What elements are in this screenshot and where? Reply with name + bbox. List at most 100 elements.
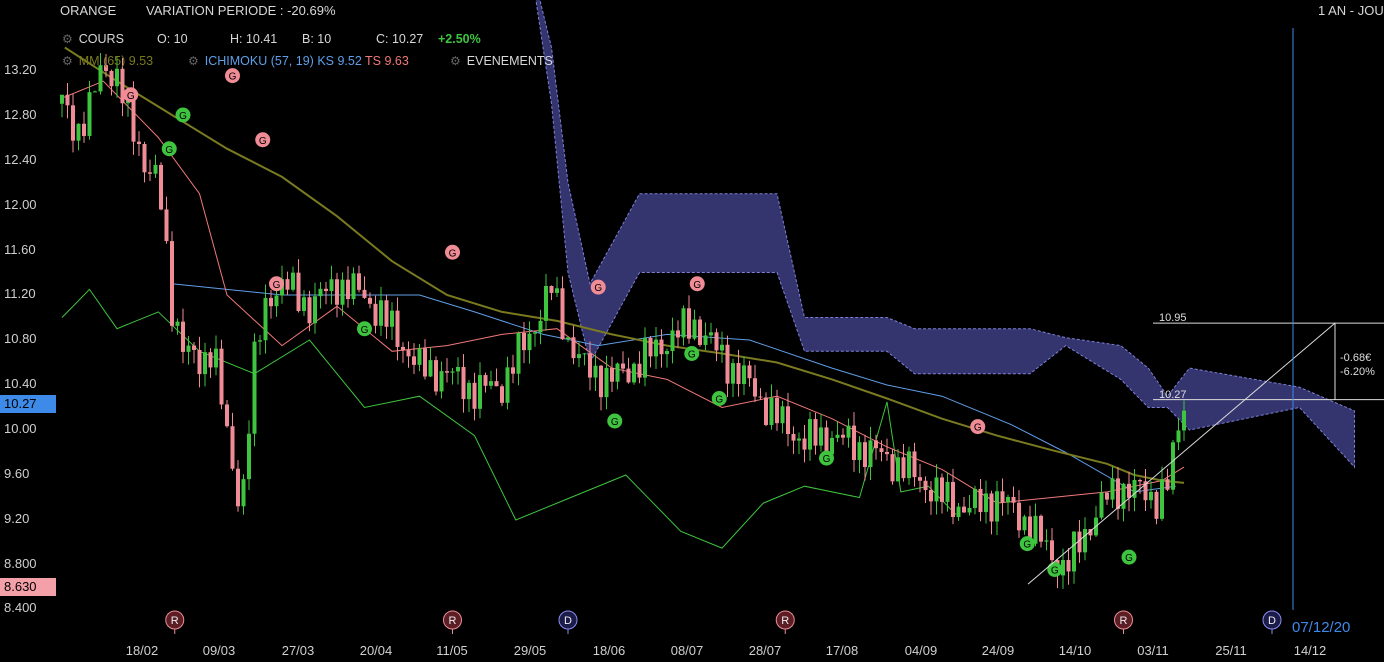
event-marker-label: G [449, 248, 457, 259]
candle-body [1033, 515, 1038, 544]
candle-body [984, 493, 988, 513]
gear-icon[interactable]: ⚙ [188, 54, 199, 68]
candle-body [923, 480, 928, 491]
candle-body [461, 366, 466, 400]
candle-body [522, 332, 526, 351]
candle-body [687, 308, 691, 339]
cursor-date: 07/12/20 [1292, 619, 1351, 636]
candle-body [1011, 496, 1016, 503]
event-marker [607, 413, 623, 429]
y-tick: 12.40 [4, 152, 37, 167]
event-marker-label: G [361, 325, 369, 336]
candle-body [417, 348, 422, 365]
gear-icon[interactable]: ⚙ [62, 54, 73, 68]
bottom-event-label: R [449, 615, 457, 627]
candle-body [285, 279, 290, 290]
candle-body [1006, 496, 1010, 503]
candle-body [351, 273, 356, 300]
candle-body [879, 448, 884, 452]
chikou-line [61, 288, 957, 549]
event-marker [684, 346, 700, 361]
y-tick: 8.400 [4, 600, 37, 615]
candle-body [1039, 515, 1043, 542]
x-tick: 18/02 [125, 643, 159, 658]
candle-body [82, 123, 86, 136]
candle-body [390, 310, 394, 327]
candle-body [742, 365, 746, 385]
event-marker [1047, 562, 1063, 577]
candle-body [258, 340, 262, 342]
measure-annotation [1027, 28, 1384, 610]
candle-body [1061, 559, 1065, 576]
candle-body [698, 319, 702, 345]
candle-body [797, 438, 801, 441]
event-marker-label: G [611, 417, 619, 428]
current-price-tag: 10.27 [0, 395, 56, 413]
trend-line [1027, 322, 1336, 585]
event-marker [225, 68, 240, 84]
candle-body [192, 345, 196, 350]
candle-body [406, 350, 411, 357]
candle-body [907, 451, 911, 479]
candle-body [824, 427, 829, 455]
candle-body [335, 279, 339, 305]
candle-body [1022, 516, 1027, 531]
event-marker-label: G [693, 280, 701, 291]
candle-body [819, 427, 823, 446]
candle-body [896, 457, 900, 482]
candle-body [1066, 559, 1071, 572]
candle-body [637, 363, 642, 378]
x-tick: 14/12 [1293, 643, 1327, 658]
candle-body [395, 310, 400, 347]
event-marker-label: G [1051, 566, 1059, 577]
event-marker [175, 107, 191, 123]
candle-body [291, 272, 295, 290]
event-marker-label: G [715, 395, 723, 406]
candle-body [1099, 492, 1104, 518]
candle-body [368, 297, 372, 304]
gear-icon[interactable]: ⚙ [450, 54, 461, 68]
gear-icon[interactable]: ⚙ [62, 32, 73, 46]
candle-body [1017, 502, 1021, 531]
low-value: B: 10 [302, 32, 332, 46]
legend-cours[interactable]: ⚙ COURS [62, 32, 124, 46]
candle-body [852, 425, 856, 460]
candle-body [813, 419, 818, 446]
candle-body [170, 241, 174, 326]
candle-body [775, 397, 779, 424]
candle-body [76, 123, 81, 141]
candle-body [1149, 491, 1153, 501]
candle-body [1072, 531, 1076, 572]
candle-body [357, 273, 361, 290]
candle-body [324, 288, 328, 291]
candle-body [753, 378, 757, 397]
event-marker [161, 141, 177, 157]
candle-body [918, 477, 922, 481]
candle-body [885, 451, 889, 455]
x-tick: 08/07 [670, 643, 704, 658]
candle-body [318, 288, 323, 297]
legend-ichimoku[interactable]: ⚙ ICHIMOKU (57, 19) KS 9.52 TS 9.63 [188, 54, 409, 68]
candle-body [1182, 410, 1186, 431]
candle-body [978, 488, 983, 513]
candle-body [159, 164, 163, 210]
candle-body [1088, 529, 1093, 536]
candle-body [808, 419, 812, 450]
candle-body [786, 406, 790, 435]
period-selector[interactable]: 1 AN - JOU [1318, 3, 1384, 18]
candle-body [973, 488, 977, 508]
candle-body [98, 65, 103, 92]
candle-body [274, 295, 279, 307]
candle-body [412, 356, 416, 365]
candle-body [439, 371, 444, 392]
event-markers[interactable]: G G G G G G G G G G G G G G G G G G R R D R R D [123, 68, 1282, 634]
legend-events[interactable]: ⚙ EVENEMENTS [450, 54, 553, 68]
instrument-name: ORANGE [60, 3, 117, 18]
candle-body [890, 454, 895, 482]
period-variation: VARIATION PERIODE : -20.69% [146, 3, 336, 18]
legend-mm[interactable]: ⚙ MM (65) 9.53 [62, 54, 153, 68]
event-marker [819, 450, 834, 466]
candle-body [401, 346, 405, 351]
x-tick: 25/11 [1215, 643, 1247, 658]
